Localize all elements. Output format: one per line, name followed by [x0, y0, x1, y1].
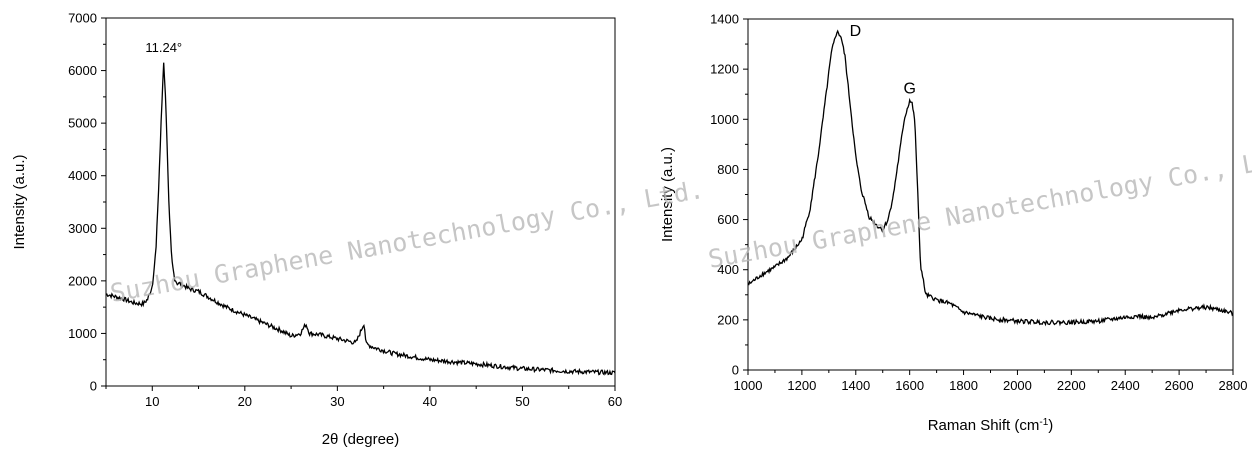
y-tick-label: 0 — [732, 363, 739, 378]
raman-x-label-sup: -1 — [1039, 417, 1048, 428]
x-tick-label: 2400 — [1111, 378, 1140, 393]
raman-series-line — [748, 29, 1234, 327]
xrd-annotations: 11.24° — [145, 40, 182, 55]
peak-annotation: D — [850, 23, 862, 40]
raman-x-label-end: ) — [1048, 417, 1053, 434]
x-tick-label: 50 — [515, 394, 529, 409]
y-tick-label: 1000 — [68, 326, 97, 341]
x-tick-label: 10 — [145, 394, 159, 409]
raman-y-ticks: 0 200 400 600 800 1000 1200 1400 — [710, 12, 748, 378]
y-tick-label: 200 — [717, 312, 739, 327]
raman-x-axis-label: Raman Shift (cm-1) — [928, 417, 1054, 435]
raman-annotations: DG — [850, 23, 916, 98]
x-tick-label: 1400 — [841, 378, 870, 393]
x-tick-label: 60 — [608, 394, 622, 409]
xrd-y-axis-label: Intensity (a.u.) — [11, 154, 28, 249]
xrd-x-ticks: 10 20 30 40 50 60 — [105, 386, 622, 409]
x-tick-label: 2200 — [1057, 378, 1086, 393]
y-tick-label: 2000 — [68, 273, 97, 288]
y-tick-label: 7000 — [68, 11, 97, 26]
y-tick-label: 1200 — [710, 62, 739, 77]
x-tick-label: 1800 — [949, 378, 978, 393]
y-tick-label: 6000 — [68, 63, 97, 78]
y-tick-label: 5000 — [68, 116, 97, 131]
x-tick-label: 40 — [423, 394, 437, 409]
watermark-left: Suzhou Graphene Nanotechnology Co., Ltd. — [108, 175, 706, 308]
x-tick-label: 1600 — [895, 378, 924, 393]
y-tick-label: 800 — [717, 162, 739, 177]
x-tick-label: 1000 — [734, 378, 763, 393]
y-tick-label: 0 — [90, 379, 97, 394]
xrd-chart: 10 20 30 40 50 60 0 1000 2000 3000 4000 5000 6000 70… — [11, 11, 622, 449]
raman-y-axis-label: Intensity (a.u.) — [659, 147, 676, 242]
x-tick-label: 2600 — [1165, 378, 1194, 393]
raman-chart: 1000 1200 1400 1600 1800 2000 2200 2400 2600 2800… — [659, 12, 1247, 435]
raman-x-label-main: Raman Shift (cm — [928, 417, 1040, 434]
peak-annotation: G — [903, 81, 915, 98]
xrd-series-line — [106, 62, 616, 376]
y-tick-label: 400 — [717, 262, 739, 277]
x-tick-label: 20 — [238, 394, 252, 409]
x-tick-label: 2000 — [1003, 378, 1032, 393]
xrd-y-ticks: 0 1000 2000 3000 4000 5000 6000 7000 — [68, 11, 106, 394]
y-tick-label: 1400 — [710, 12, 739, 27]
x-tick-label: 1200 — [787, 378, 816, 393]
watermark-right: Suzhou Graphene Nanotechnology Co., Ltd. — [706, 141, 1252, 274]
y-tick-label: 600 — [717, 212, 739, 227]
y-tick-label: 3000 — [68, 221, 97, 236]
x-tick-label: 2800 — [1219, 378, 1248, 393]
x-tick-label: 30 — [330, 394, 344, 409]
xrd-x-axis-label: 2θ (degree) — [322, 431, 400, 448]
y-tick-label: 1000 — [710, 112, 739, 127]
raman-x-ticks: 1000 1200 1400 1600 1800 2000 2200 2400 2600 2800 — [734, 370, 1248, 393]
y-tick-label: 4000 — [68, 168, 97, 183]
peak-annotation: 11.24° — [145, 40, 182, 55]
